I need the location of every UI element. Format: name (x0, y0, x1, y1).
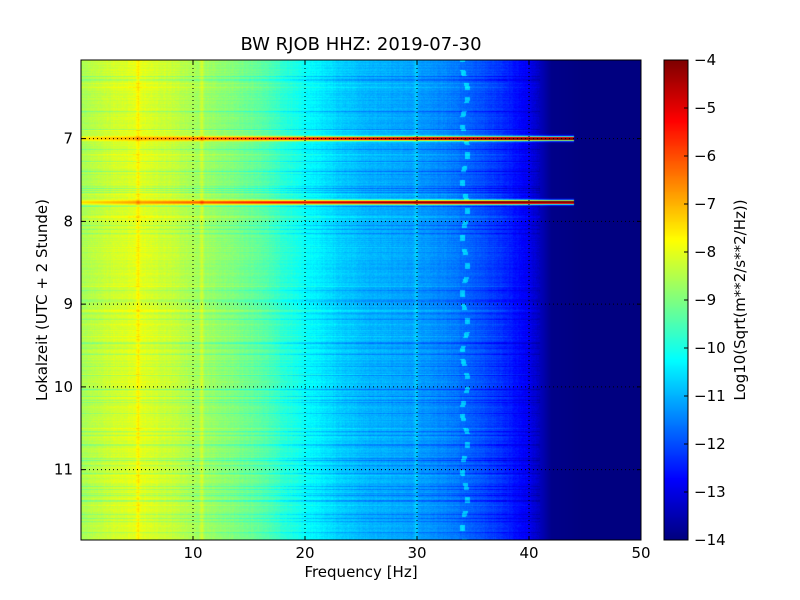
colorbar-tick-label: −6 (694, 147, 716, 165)
y-tick-label: 11 (54, 461, 73, 479)
y-axis-ticks: 7 8 9 10 11 (54, 130, 641, 479)
colorbar-label: Log10(Sqrt(m**2/s**2/Hz)) (731, 199, 749, 400)
x-tick-label: 10 (183, 544, 202, 562)
colorbar-tick-label: −8 (694, 243, 716, 261)
x-axis-label: Frequency [Hz] (304, 563, 417, 581)
y-tick-label: 8 (63, 212, 73, 230)
colorbar-tick-label: −13 (694, 483, 726, 501)
colorbar-ticks: −4 −5 −6 −7 −8 −9 −10 −11 −12 −13 −14 (684, 51, 726, 549)
y-tick-label: 10 (54, 378, 73, 396)
chart-title: BW RJOB HHZ: 2019-07-30 (240, 34, 481, 55)
y-axis-label: Lokalzeit (UTC + 2 Stunde) (33, 199, 51, 401)
x-axis-ticks: 10 20 30 40 50 (183, 60, 651, 562)
x-tick-label: 30 (407, 544, 426, 562)
colorbar-tick-label: −5 (694, 99, 716, 117)
colorbar: −4 −5 −6 −7 −8 −9 −10 −11 −12 −13 −14 Log10(Sqrt(m… (663, 51, 749, 549)
colorbar-tick-label: −12 (694, 435, 726, 453)
y-tick-label: 9 (63, 295, 73, 313)
x-tick-label: 50 (631, 544, 650, 562)
x-tick-label: 20 (295, 544, 314, 562)
plot-frame (80, 59, 642, 541)
y-tick-label: 7 (63, 130, 73, 148)
colorbar-tick-label: −10 (694, 339, 726, 357)
spectrogram-heatmap (81, 60, 641, 540)
colorbar-tick-label: −7 (694, 195, 716, 213)
spectrogram-plot-area (80, 59, 642, 541)
colorbar-tick-label: −14 (694, 531, 726, 549)
colorbar-tick-label: −11 (694, 387, 726, 405)
colorbar-tick-label: −9 (694, 291, 716, 309)
grid-lines (81, 60, 641, 540)
x-tick-label: 40 (519, 544, 538, 562)
colorbar-tick-label: −4 (694, 51, 716, 69)
